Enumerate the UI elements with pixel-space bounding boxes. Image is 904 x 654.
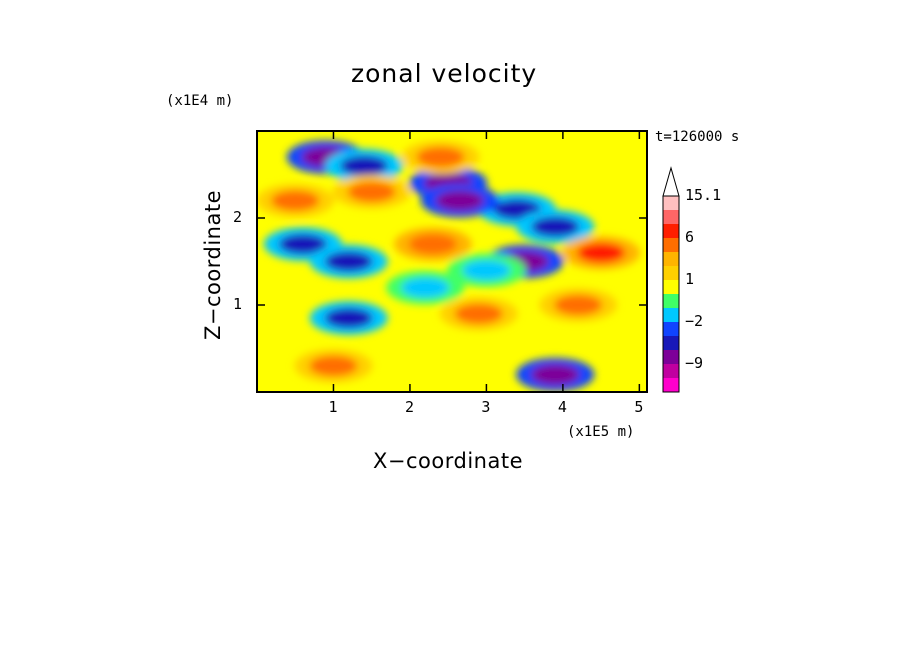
colorbar-segment bbox=[663, 364, 679, 378]
x-tick-label: 1 bbox=[328, 398, 338, 416]
colorbar-segment bbox=[663, 266, 679, 280]
colorbar-segment bbox=[663, 280, 679, 294]
colorbar-segment bbox=[663, 210, 679, 224]
field-blob bbox=[324, 307, 373, 329]
x-tick-label: 2 bbox=[404, 398, 414, 416]
colorbar-label: 15.1 bbox=[685, 186, 722, 204]
chart-title: zonal velocity bbox=[351, 59, 538, 88]
y-tick-label: 1 bbox=[233, 295, 243, 313]
x-tick-label: 3 bbox=[481, 398, 491, 416]
y-unit-label: (x1E4 m) bbox=[166, 93, 234, 109]
colorbar-extend-arrow bbox=[662, 166, 680, 197]
colorbar-label: −2 bbox=[685, 312, 704, 330]
field-blob bbox=[435, 190, 484, 211]
colorbar-label: 1 bbox=[685, 270, 695, 288]
field-blob bbox=[554, 294, 603, 316]
colorbar-segment bbox=[663, 378, 679, 392]
field-blob bbox=[278, 233, 327, 255]
colorbar-segment bbox=[663, 224, 679, 238]
colorbar-segment bbox=[663, 322, 679, 336]
x-tick-label: 5 bbox=[634, 398, 644, 416]
plot-frame bbox=[256, 130, 648, 393]
colorbar-label: 6 bbox=[685, 228, 695, 246]
colorbar-segment bbox=[663, 308, 679, 322]
x-tick-label: 4 bbox=[557, 398, 567, 416]
x-axis-label: X−coordinate bbox=[373, 449, 523, 473]
colorbar-segment bbox=[663, 294, 679, 308]
colorbar-segment bbox=[663, 196, 679, 210]
colorbar-segment bbox=[663, 336, 679, 350]
field-blob bbox=[347, 181, 396, 203]
field-blob bbox=[531, 364, 580, 385]
y-axis-label: Z−coordinate bbox=[201, 190, 225, 340]
x-unit-label: (x1E5 m) bbox=[567, 424, 635, 440]
field-blob bbox=[271, 190, 320, 211]
colorbar bbox=[662, 166, 680, 393]
velocity-field bbox=[257, 131, 647, 392]
colorbar-segment bbox=[663, 252, 679, 266]
colorbar-segment bbox=[663, 350, 679, 364]
colorbar-segment bbox=[663, 238, 679, 252]
field-blob bbox=[401, 277, 450, 298]
field-blob bbox=[531, 216, 580, 237]
field-blob bbox=[577, 242, 626, 264]
field-blob bbox=[309, 355, 358, 377]
axis-ticks bbox=[257, 131, 647, 392]
y-tick-label: 2 bbox=[233, 208, 243, 226]
field-blob bbox=[324, 251, 373, 272]
field-blob bbox=[454, 303, 503, 324]
colorbar-label: −9 bbox=[685, 354, 704, 372]
colorbar-frame bbox=[662, 195, 680, 393]
field-blob bbox=[462, 259, 511, 281]
field-blob bbox=[408, 233, 457, 255]
field-blob bbox=[340, 155, 389, 177]
field-blob bbox=[416, 146, 465, 168]
time-label: t=126000 s bbox=[655, 129, 740, 145]
